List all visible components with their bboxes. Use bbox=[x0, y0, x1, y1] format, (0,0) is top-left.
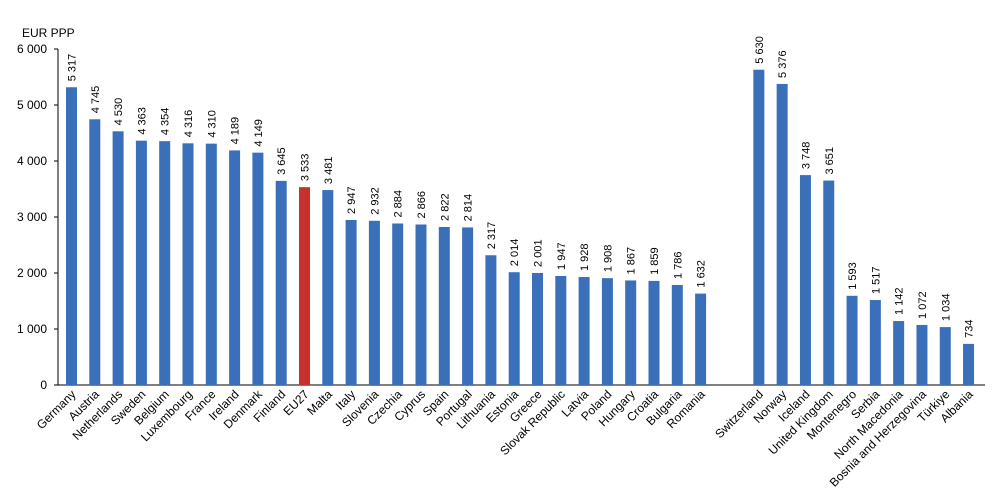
bar-value-label: 4 354 bbox=[160, 108, 172, 136]
bar bbox=[252, 152, 264, 385]
bar bbox=[555, 275, 567, 385]
y-axis-unit-label: EUR PPP bbox=[22, 26, 75, 40]
bar bbox=[182, 143, 194, 385]
bar bbox=[916, 324, 928, 385]
bar-value-label: 1 593 bbox=[847, 262, 859, 290]
bar-value-label: 4 745 bbox=[90, 86, 102, 114]
bar bbox=[275, 180, 287, 385]
bar-value-label: 2 317 bbox=[486, 222, 498, 250]
bar-value-label: 4 363 bbox=[136, 107, 148, 135]
bar bbox=[368, 220, 380, 385]
bar-value-label: 2 814 bbox=[463, 194, 475, 222]
bar bbox=[823, 180, 835, 385]
bar bbox=[846, 295, 858, 385]
bar bbox=[415, 224, 427, 385]
bar bbox=[695, 293, 707, 385]
y-tick-label: 0 bbox=[40, 378, 47, 392]
bar-value-label: 1 859 bbox=[649, 247, 661, 275]
bar-value-label: 4 310 bbox=[206, 110, 218, 138]
bar-value-label: 4 530 bbox=[113, 98, 125, 126]
bar-value-label: 2 947 bbox=[346, 186, 358, 214]
bar bbox=[229, 150, 241, 385]
category-label: Malta bbox=[304, 387, 335, 418]
bar bbox=[485, 255, 497, 385]
bar bbox=[66, 87, 77, 386]
category-labels: GermanyAustriaNetherlandsSwedenBelgiumLu… bbox=[34, 387, 976, 490]
bar-value-label: 2 001 bbox=[533, 239, 545, 267]
y-tick-label: 2 000 bbox=[17, 266, 47, 280]
bar-value-label: 2 822 bbox=[439, 193, 451, 221]
bar bbox=[578, 277, 590, 385]
bar-value-label: 734 bbox=[964, 320, 976, 338]
bar bbox=[392, 223, 404, 385]
bar-value-label: 1 928 bbox=[579, 244, 591, 272]
bar-value-label: 1 072 bbox=[917, 291, 929, 319]
bar bbox=[869, 300, 881, 385]
bar-value-label: 1 867 bbox=[626, 247, 638, 275]
bar-value-label: 1 786 bbox=[672, 251, 684, 279]
bar bbox=[112, 131, 124, 385]
y-tick-label: 6 000 bbox=[17, 42, 47, 56]
bar-value-label: 2 932 bbox=[369, 187, 381, 215]
bar-value-label: 1 034 bbox=[940, 294, 952, 322]
bar-value-label: 3 533 bbox=[300, 154, 312, 182]
bar-value-label: 2 884 bbox=[393, 190, 405, 218]
category-label: EU27 bbox=[280, 387, 311, 418]
bar-value-label: 3 748 bbox=[800, 142, 812, 170]
bar bbox=[89, 119, 101, 385]
y-tick-label: 3 000 bbox=[17, 210, 47, 224]
bar bbox=[438, 226, 450, 385]
bar-value-label: 1 908 bbox=[602, 245, 614, 273]
bar-value-label: 5 317 bbox=[67, 54, 79, 82]
bar-value-label: 3 651 bbox=[824, 147, 836, 175]
y-tick-label: 1 000 bbox=[17, 322, 47, 336]
bar-value-label: 4 316 bbox=[183, 110, 195, 138]
bar bbox=[462, 227, 474, 385]
bar bbox=[648, 280, 660, 385]
bar bbox=[939, 327, 951, 385]
bar bbox=[601, 278, 613, 385]
bar-value-label: 3 481 bbox=[323, 157, 335, 185]
bar bbox=[753, 69, 765, 385]
bar bbox=[625, 280, 637, 385]
bar bbox=[159, 141, 171, 385]
bar bbox=[963, 343, 975, 385]
bar bbox=[776, 83, 788, 385]
bar bbox=[345, 219, 357, 385]
bar-value-label: 4 189 bbox=[230, 117, 242, 145]
bar bbox=[671, 284, 683, 385]
value-labels: 5 317 4 745 4 530 4 363 4 354 4 316 4 310 4 189… bbox=[67, 36, 976, 338]
bar bbox=[508, 272, 520, 385]
bar bbox=[799, 175, 811, 385]
bar-value-label: 2 014 bbox=[509, 239, 521, 267]
bar-value-label: 5 630 bbox=[754, 36, 766, 64]
bar-value-label: 1 947 bbox=[556, 242, 568, 270]
y-tick-label: 5 000 bbox=[17, 98, 47, 112]
bar bbox=[205, 143, 217, 385]
bar-value-label: 2 866 bbox=[416, 191, 428, 219]
bar-value-label: 3 645 bbox=[276, 147, 288, 175]
bar-value-label: 1 142 bbox=[894, 288, 906, 316]
bar-value-label: 1 632 bbox=[696, 260, 708, 288]
bar-value-label: 1 517 bbox=[870, 267, 882, 295]
bar bbox=[893, 321, 905, 385]
bar bbox=[299, 187, 310, 385]
bar bbox=[135, 140, 147, 385]
bar-value-label: 4 149 bbox=[253, 119, 265, 147]
bar-value-label: 5 376 bbox=[777, 50, 789, 78]
y-tick-label: 4 000 bbox=[17, 154, 47, 168]
bars bbox=[66, 69, 975, 386]
bar bbox=[322, 190, 334, 385]
bar bbox=[532, 272, 543, 385]
